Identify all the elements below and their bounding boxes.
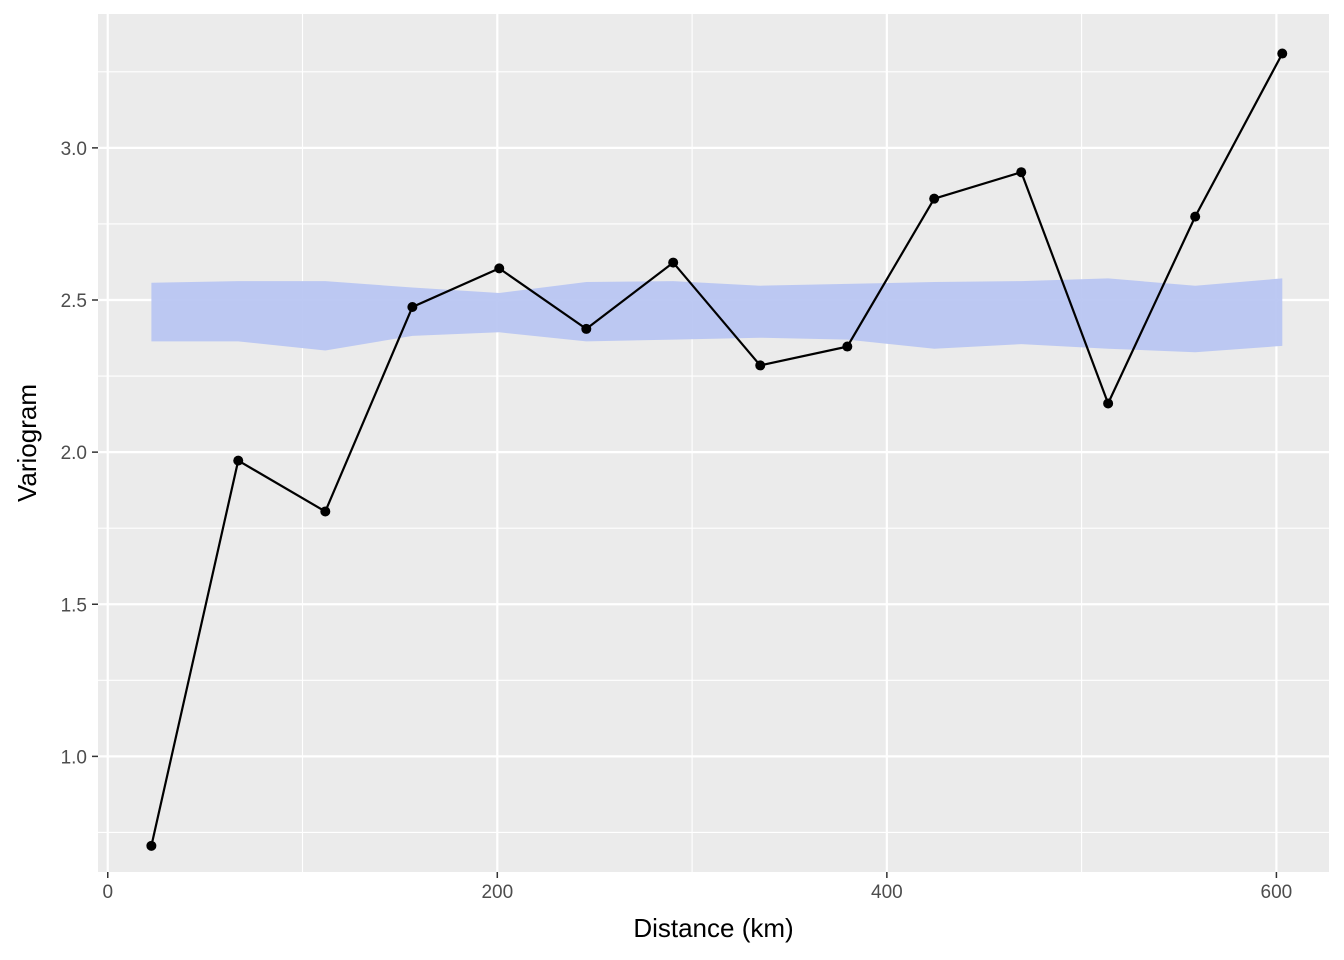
data-point: [1016, 167, 1027, 178]
series-line: [150, 53, 1284, 847]
y-tick-label: 3.0: [61, 139, 87, 160]
data-point: [755, 360, 766, 371]
y-tick-label: 2.5: [61, 291, 87, 312]
data-point: [1277, 48, 1288, 59]
data-point: [581, 323, 592, 334]
x-tick-label: 0: [102, 882, 113, 903]
x-tick-label: 200: [481, 882, 513, 903]
y-tick-label: 1.0: [61, 747, 87, 768]
minor-gridlines: [98, 14, 1329, 872]
x-tick-label: 400: [871, 882, 903, 903]
data-point: [668, 257, 679, 268]
data-point: [320, 506, 331, 517]
y-axis-title: Variogram: [12, 384, 42, 502]
data-point: [1190, 211, 1201, 222]
data-point: [494, 263, 505, 274]
y-tick-label: 1.5: [61, 595, 87, 616]
x-tick-label: 600: [1261, 882, 1293, 903]
plot-panel: [98, 14, 1329, 872]
data-point: [929, 193, 940, 204]
data-points: [146, 48, 1288, 851]
y-tick-label: 2.0: [61, 443, 87, 464]
data-point: [146, 840, 157, 851]
data-point: [233, 455, 244, 466]
y-axis: 1.0 1.5 2.0 2.5 3.0: [61, 139, 98, 768]
x-axis-title: Distance (km): [633, 913, 793, 943]
x-axis: 0 200 400 600: [102, 872, 1292, 903]
data-point: [407, 301, 418, 312]
data-point: [1103, 398, 1114, 409]
data-point: [842, 341, 853, 352]
